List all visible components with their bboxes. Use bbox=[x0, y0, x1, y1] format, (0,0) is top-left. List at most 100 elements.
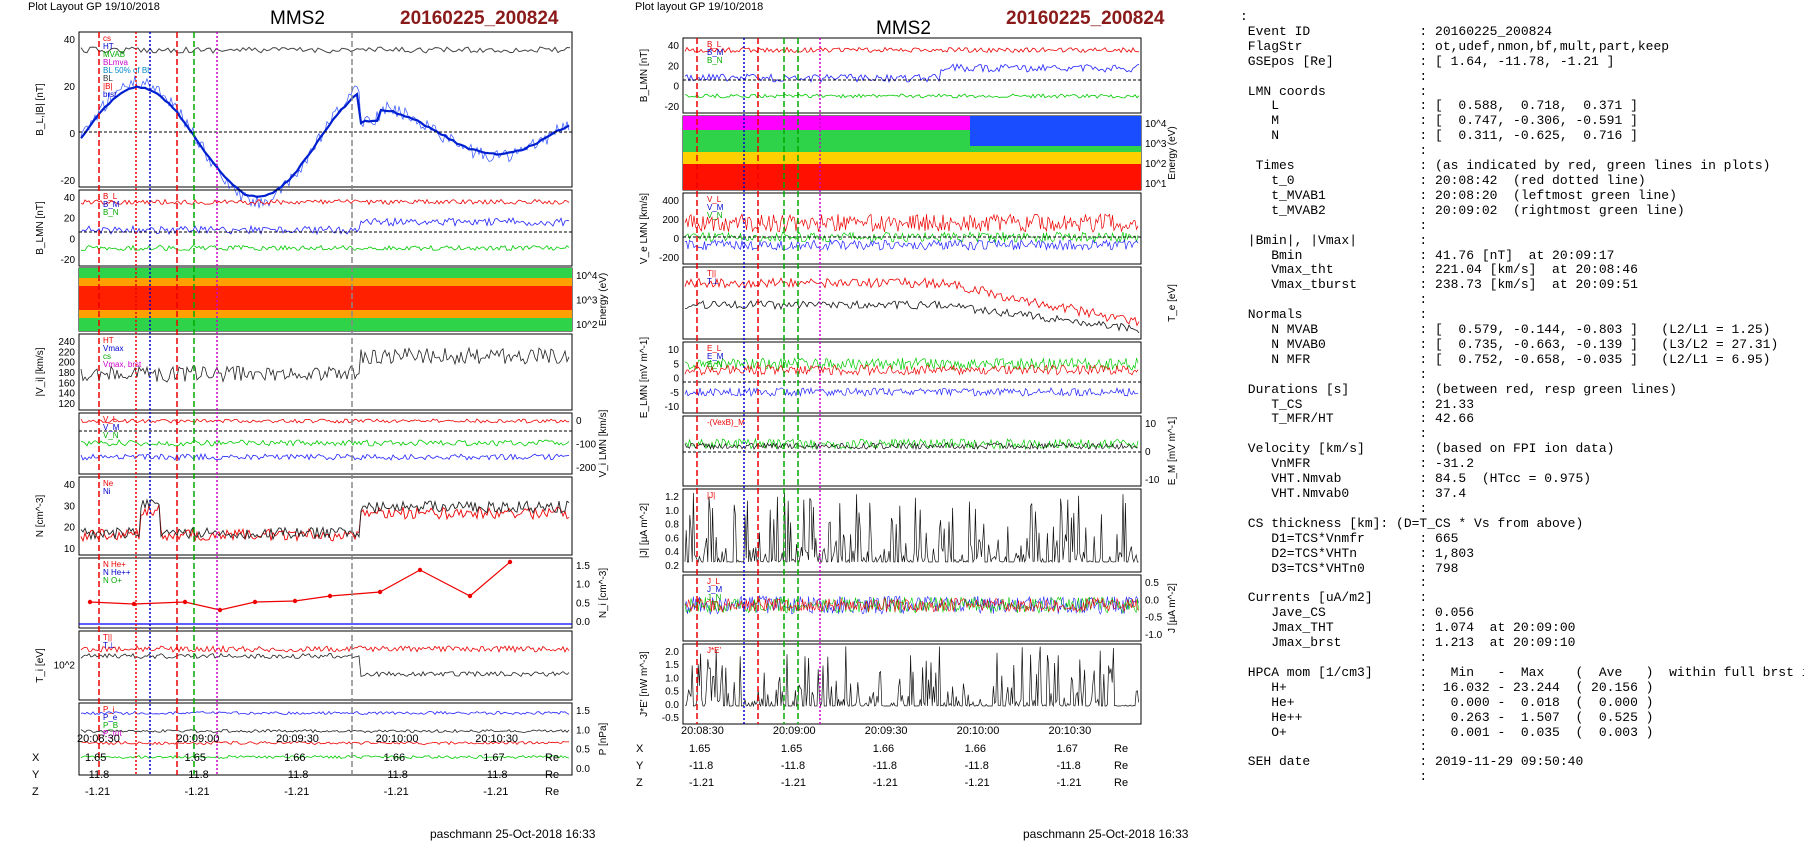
time-tick-label: 20:10:30 bbox=[1048, 725, 1092, 737]
coord-value: 1.66 bbox=[284, 752, 306, 764]
info-line: N MVAB0 : [ 0.735, -0.663, -0.139 ] (L3/… bbox=[1240, 336, 1779, 352]
left-legend-entry: P_tot bbox=[103, 729, 122, 738]
left-panel-frame bbox=[78, 412, 573, 475]
right-panel-frame bbox=[682, 574, 1142, 642]
info-line: N MFR : [ 0.752, -0.658, -0.035 ] (L2/L1… bbox=[1240, 351, 1771, 367]
right-jabs-trace bbox=[684, 492, 1139, 564]
left-y-tick-label: -20 bbox=[61, 255, 76, 266]
info-line: Vmax_tht : 221.04 [km/s] at 20:08:46 bbox=[1240, 262, 1638, 278]
left-plot-header: Plot Layout GP 19/10/2018 bbox=[28, 1, 160, 13]
right-vl-comp bbox=[684, 213, 1139, 233]
info-line: CS thickness [km]: (D=T_CS * Vs from abo… bbox=[1240, 515, 1584, 531]
left-y-tick-label: 40 bbox=[64, 35, 76, 46]
left-legend-entry: HT bbox=[103, 42, 114, 51]
right-tpar-trace bbox=[684, 276, 1140, 327]
left-y-axis-label: N_i [cm^-3] bbox=[598, 568, 609, 618]
info-line: L : [ 0.588, 0.718, 0.371 ] bbox=[1240, 98, 1638, 114]
left-legend-entry: B_L bbox=[103, 192, 118, 201]
right-y-tick-label: 0.4 bbox=[665, 547, 679, 558]
right-vn-comp bbox=[684, 238, 1139, 252]
info-line: T_MFR/HT : 42.66 bbox=[1240, 411, 1475, 427]
right-legend-entry: E_N bbox=[707, 360, 723, 369]
info-line: HPCA mom [1/cm3] : Min - Max ( Ave ) wit… bbox=[1240, 664, 1804, 680]
right-vm-comp bbox=[684, 231, 1139, 244]
left-bl-trace bbox=[80, 75, 570, 209]
right-legend-entry: E_L bbox=[707, 344, 722, 353]
right-legend-entry: J_N bbox=[707, 593, 721, 602]
info-line: t_0 : 20:08:42 (red dotted line) bbox=[1240, 172, 1646, 188]
left-legend-entry: Ne bbox=[103, 479, 114, 488]
right-legend-entry: E_M bbox=[707, 352, 724, 361]
right-panel-frame bbox=[682, 488, 1142, 573]
right-legend-entry: |J| bbox=[707, 491, 715, 500]
coord-axis-label: X bbox=[32, 752, 40, 764]
info-line: Currents [uA/m2] : bbox=[1240, 590, 1428, 606]
left-panel-frame bbox=[78, 702, 573, 776]
right-y-tick-label: 0.5 bbox=[1145, 578, 1159, 589]
left-babs-trace bbox=[80, 46, 571, 54]
info-line: Times : (as indicated by red, green line… bbox=[1240, 158, 1771, 174]
info-line: : bbox=[1240, 9, 1248, 24]
coord-value: -11.8 bbox=[689, 760, 714, 772]
left-tpar-trace bbox=[80, 644, 570, 654]
right-y-tick-label: -20 bbox=[665, 102, 680, 113]
left-panel-frame bbox=[78, 630, 573, 701]
coord-unit: Re bbox=[545, 786, 560, 798]
event-info-panel: : Event ID : 20160225_200824 FlagStr : o… bbox=[1240, 9, 1804, 785]
info-line: : bbox=[1240, 739, 1428, 755]
right-y-tick-label: 20 bbox=[668, 61, 680, 72]
right-legend-entry: -(VexB)_M bbox=[707, 418, 745, 427]
right-y-axis-label: V_e LMN [km/s] bbox=[639, 193, 650, 264]
right-legend-entry: B_L bbox=[707, 40, 722, 49]
left-nhe-point bbox=[377, 589, 383, 595]
right-legend-entry: V_N bbox=[707, 211, 723, 220]
info-line: : bbox=[1240, 769, 1428, 785]
info-line: H+ : 16.032 - 23.244 ( 20.156 ) bbox=[1240, 679, 1654, 695]
time-tick-label: 20:09:00 bbox=[176, 733, 220, 745]
left-panel-frame bbox=[78, 189, 573, 267]
left-y-tick-label: 20 bbox=[64, 214, 76, 225]
info-line: N : [ 0.311, -0.625, 0.716 ] bbox=[1240, 128, 1638, 144]
right-y-tick-label: 0 bbox=[673, 234, 679, 245]
right-y-axis-label: B_LMN [nT] bbox=[639, 49, 650, 103]
info-line: VHT.Nmvab0 : 37.4 bbox=[1240, 486, 1467, 501]
left-y-axis-label: |V_i| [km/s] bbox=[35, 347, 46, 396]
coord-value: -1.21 bbox=[184, 786, 210, 798]
coord-axis-label: Z bbox=[636, 777, 643, 789]
coord-value: 1.67 bbox=[483, 752, 505, 764]
right-y-tick-label: 10^1 bbox=[1145, 179, 1167, 190]
coord-unit: Re bbox=[1114, 743, 1129, 755]
right-jl-comp bbox=[684, 597, 1139, 613]
left-y-axis-label: B_LMN [nT] bbox=[35, 201, 46, 255]
left-legend-entry: N He++ bbox=[103, 568, 131, 577]
coord-value: 1.66 bbox=[964, 743, 987, 755]
right-y-axis-label: |J| [µA m^-2] bbox=[639, 503, 650, 558]
info-line: Jave_CS : 0.056 bbox=[1240, 605, 1475, 621]
info-line: D3=TCS*VHTn0 : 798 bbox=[1240, 560, 1459, 576]
right-legend-entry: T|| bbox=[707, 269, 716, 278]
left-tperp-trace bbox=[80, 652, 570, 678]
right-bl-comp bbox=[684, 46, 1140, 54]
coord-unit: Re bbox=[545, 769, 560, 781]
coord-value: -11.8 bbox=[1056, 760, 1081, 772]
left-pb-trace bbox=[80, 728, 570, 734]
left-legend-entry: cs bbox=[103, 34, 111, 43]
left-y-tick-label: 0 bbox=[576, 416, 582, 427]
right-spectrogram-blue bbox=[970, 116, 1141, 146]
coord-value: -11.8 bbox=[383, 769, 408, 781]
right-en-comp bbox=[684, 386, 1139, 397]
left-nhe-point bbox=[252, 599, 258, 605]
left-y-tick-label: 120 bbox=[58, 399, 75, 410]
left-y-tick-label: -20 bbox=[61, 176, 76, 187]
coord-value: -11.8 bbox=[85, 769, 110, 781]
info-line: : bbox=[1240, 366, 1428, 382]
left-y-tick-label: 0.0 bbox=[576, 764, 590, 775]
left-nhe-point bbox=[217, 607, 223, 613]
right-y-tick-label: 10 bbox=[668, 345, 680, 356]
coord-value: -1.21 bbox=[383, 786, 409, 798]
right-bn-comp bbox=[684, 93, 1140, 99]
info-line: Normals : bbox=[1240, 307, 1428, 323]
right-y-tick-label: 10^3 bbox=[1145, 139, 1167, 150]
coord-unit: Re bbox=[1114, 777, 1129, 789]
